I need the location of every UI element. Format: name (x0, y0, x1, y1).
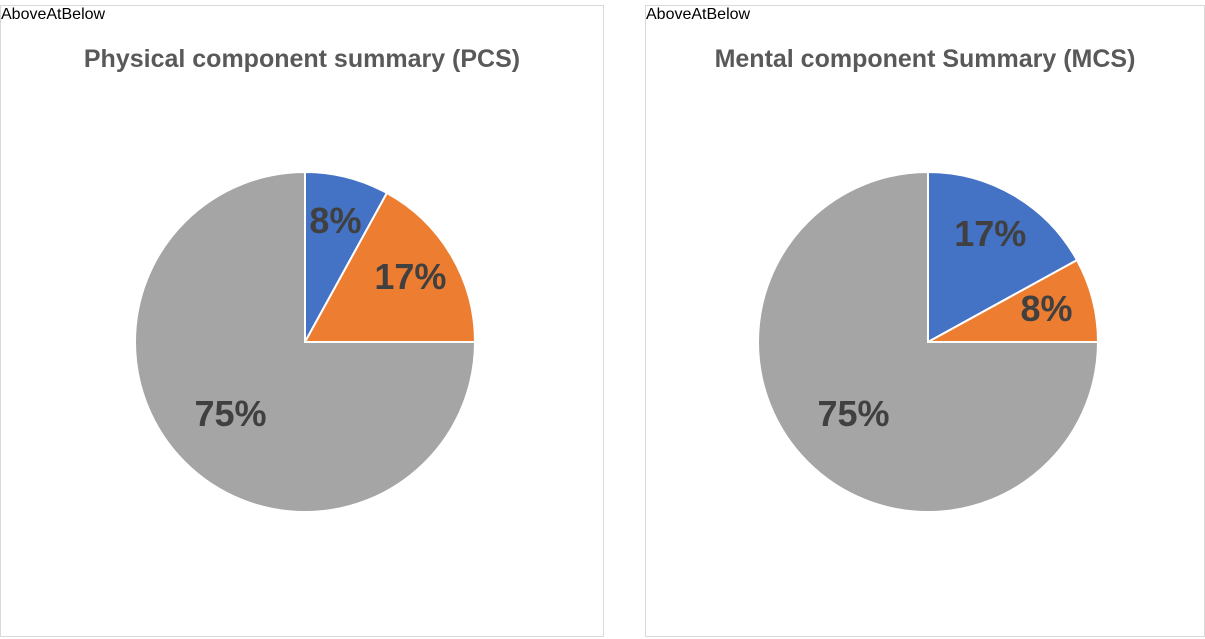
data-label: 17% (374, 256, 446, 297)
data-label: 17% (954, 213, 1026, 254)
legend-label: Above (646, 6, 692, 23)
data-label: 8% (309, 200, 361, 241)
legend-label: At (46, 6, 62, 23)
chart-panel: 8% 17% 75% AboveAtBelow Physical component s… (0, 5, 604, 637)
pie-slice (927, 170, 1079, 344)
legend-label: Below (61, 6, 106, 23)
legend-item: Above (646, 6, 691, 23)
pie-slice (303, 191, 477, 343)
data-label: 8% (1021, 288, 1073, 329)
legend-item: Above (1, 6, 46, 23)
legend-item: At (46, 6, 61, 23)
legend-label: Above (1, 6, 47, 23)
pie-slice (134, 170, 477, 513)
data-label: 75% (817, 393, 889, 434)
legend-label: At (691, 6, 707, 23)
chart-title: Mental component Summary (MCS) (714, 45, 1136, 73)
legend-item: At (691, 6, 706, 23)
chart-panel: 17% 8% 75% AboveAtBelow Mental component Sum… (645, 5, 1205, 637)
legend-item: Below (707, 6, 751, 23)
pie-plot: 17% 8% 75% (757, 170, 1100, 513)
legend-item: Below (62, 6, 106, 23)
data-label: 75% (194, 393, 266, 434)
legend-label: Below (706, 6, 751, 23)
chart-title: Physical component summary (PCS) (83, 45, 521, 73)
pie-slice (757, 170, 1100, 513)
legend: AboveAtBelow (1, 6, 603, 24)
pie-plot: 8% 17% 75% (134, 170, 477, 513)
legend: AboveAtBelow (646, 6, 1204, 24)
